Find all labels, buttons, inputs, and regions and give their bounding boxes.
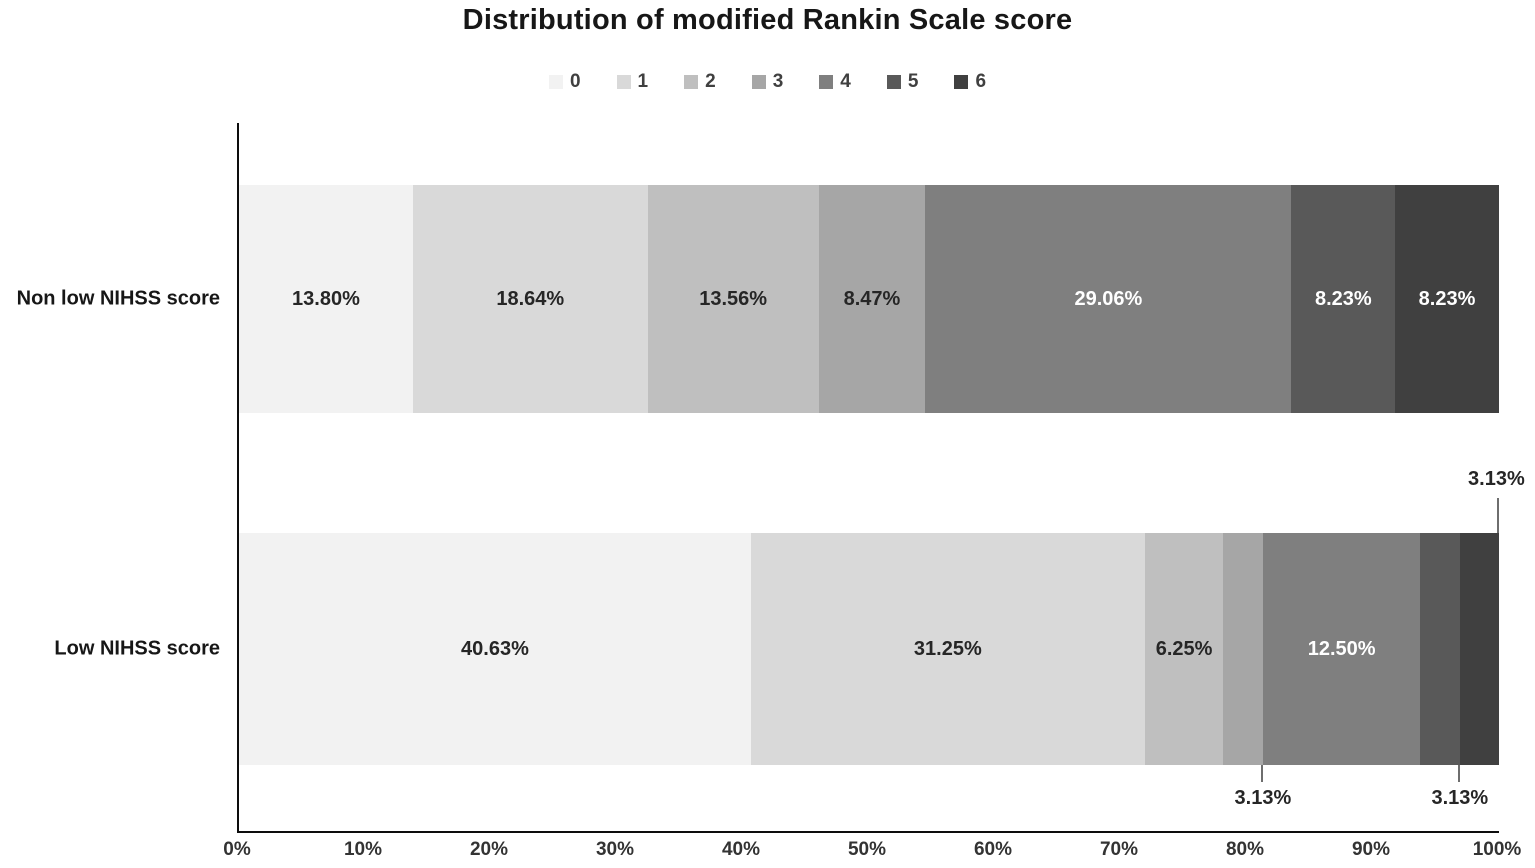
x-tick-label: 100% bbox=[1472, 839, 1522, 860]
legend-label: 0 bbox=[569, 71, 581, 92]
data-label: 29.06% bbox=[1074, 287, 1143, 310]
segment-mrs-0: 40.63% bbox=[239, 533, 751, 765]
legend-label: 5 bbox=[907, 71, 919, 92]
bar-non-low-nihss: 13.80% 18.64% 13.56% 8.47% 29.06% 8.23% 8.23% bbox=[239, 185, 1499, 413]
x-tick-label: 20% bbox=[469, 839, 509, 860]
legend-label: 3 bbox=[772, 71, 784, 92]
legend-item-6: 6 bbox=[954, 71, 986, 93]
x-axis: 0% 10% 20% 30% 40% 50% 60% 70% 80% 90% 100% bbox=[223, 839, 1521, 865]
legend-label: 6 bbox=[975, 71, 987, 92]
data-label-callout: 3.13% bbox=[1431, 787, 1489, 809]
segment-mrs-1: 31.25% bbox=[750, 533, 1145, 765]
leader-line bbox=[1497, 498, 1500, 533]
legend-item-5: 5 bbox=[886, 71, 919, 93]
legend: 0 1 2 3 4 5 6 bbox=[0, 71, 1535, 93]
segment-mrs-0: 13.80% bbox=[239, 185, 413, 413]
legend-swatch-4 bbox=[819, 75, 834, 89]
category-label-non-low-nihss: Non low NIHSS score bbox=[16, 287, 220, 310]
segment-mrs-5: 8.23% bbox=[1291, 185, 1396, 413]
leader-line bbox=[1260, 765, 1263, 782]
plot-area: 13.80% 18.64% 13.56% 8.47% 29.06% 8.23% 8.23% 4… bbox=[237, 123, 1525, 833]
segment-mrs-2: 13.56% bbox=[647, 185, 819, 413]
x-tick-label: 0% bbox=[223, 839, 251, 860]
legend-item-4: 4 bbox=[819, 71, 851, 93]
bar-low-nihss: 40.63% 31.25% 6.25% 12.50% bbox=[239, 533, 1500, 765]
segment-mrs-6: 8.23% bbox=[1395, 185, 1499, 413]
x-tick-label: 10% bbox=[343, 839, 383, 860]
data-label: 8.23% bbox=[1418, 287, 1476, 310]
x-tick-label: 30% bbox=[595, 839, 635, 860]
x-tick-label: 50% bbox=[847, 839, 887, 860]
x-tick-label: 90% bbox=[1351, 839, 1391, 860]
data-label: 31.25% bbox=[913, 637, 982, 660]
legend-swatch-6 bbox=[954, 75, 969, 89]
data-label: 18.64% bbox=[496, 287, 565, 310]
legend-swatch-2 bbox=[684, 75, 699, 89]
segment-mrs-5 bbox=[1420, 533, 1460, 765]
legend-swatch-1 bbox=[616, 75, 631, 89]
segment-mrs-6 bbox=[1459, 533, 1500, 765]
legend-label: 2 bbox=[705, 71, 716, 92]
segment-mrs-1: 18.64% bbox=[412, 185, 648, 413]
data-label: 40.63% bbox=[461, 637, 529, 660]
segment-mrs-4: 29.06% bbox=[925, 185, 1292, 413]
segment-mrs-3: 8.47% bbox=[818, 185, 926, 413]
legend-label: 1 bbox=[637, 71, 649, 92]
legend-label: 4 bbox=[840, 71, 851, 92]
chart-title: Distribution of modified Rankin Scale sc… bbox=[462, 4, 1073, 36]
data-label: 8.23% bbox=[1314, 287, 1372, 310]
leader-line bbox=[1457, 765, 1460, 782]
data-label-callout: 3.13% bbox=[1468, 468, 1525, 490]
legend-swatch-5 bbox=[886, 75, 901, 89]
data-label: 12.50% bbox=[1307, 637, 1376, 660]
x-tick-label: 80% bbox=[1225, 839, 1265, 860]
data-label: 8.47% bbox=[843, 287, 901, 310]
data-label: 6.25% bbox=[1155, 637, 1213, 660]
legend-item-2: 2 bbox=[684, 71, 716, 93]
segment-mrs-2: 6.25% bbox=[1144, 533, 1224, 765]
legend-item-1: 1 bbox=[616, 71, 649, 93]
data-label-callout: 3.13% bbox=[1234, 787, 1292, 809]
data-label: 13.56% bbox=[699, 287, 768, 310]
x-tick-label: 60% bbox=[973, 839, 1013, 860]
category-label-low-nihss: Low NIHSS score bbox=[54, 637, 220, 660]
legend-swatch-3 bbox=[751, 75, 766, 89]
x-tick-label: 40% bbox=[721, 839, 761, 860]
x-tick-label: 70% bbox=[1099, 839, 1139, 860]
legend-swatch-0 bbox=[548, 75, 563, 89]
category-axis: Non low NIHSS score Low NIHSS score bbox=[0, 0, 228, 868]
segment-mrs-4: 12.50% bbox=[1262, 533, 1421, 765]
segment-mrs-3 bbox=[1223, 533, 1263, 765]
data-label: 13.80% bbox=[292, 287, 360, 310]
legend-item-0: 0 bbox=[548, 71, 581, 93]
legend-item-3: 3 bbox=[751, 71, 784, 93]
